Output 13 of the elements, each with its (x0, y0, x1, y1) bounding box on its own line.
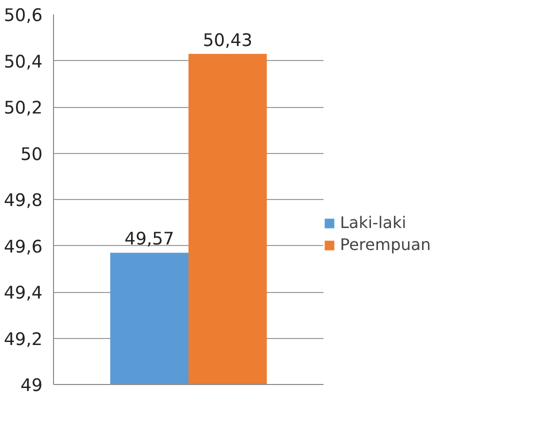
legend-label: Perempuan (340, 235, 431, 254)
y-tick-label: 50,2 (4, 98, 43, 118)
y-tick-label: 49 (20, 376, 43, 396)
y-tick-label: 49,4 (4, 284, 43, 304)
y-tick-label: 50,4 (4, 52, 43, 72)
y-tick-label: 49,2 (4, 330, 43, 350)
y-tick-label: 50,6 (4, 6, 43, 26)
data-label: 50,43 (202, 30, 252, 51)
y-tick-label: 49,6 (4, 237, 43, 258)
legend-label: Laki-laki (340, 213, 406, 232)
data-label: 49,57 (124, 230, 174, 250)
y-tick-label: 49,8 (4, 191, 43, 211)
y-tick-label: 50 (20, 144, 43, 165)
